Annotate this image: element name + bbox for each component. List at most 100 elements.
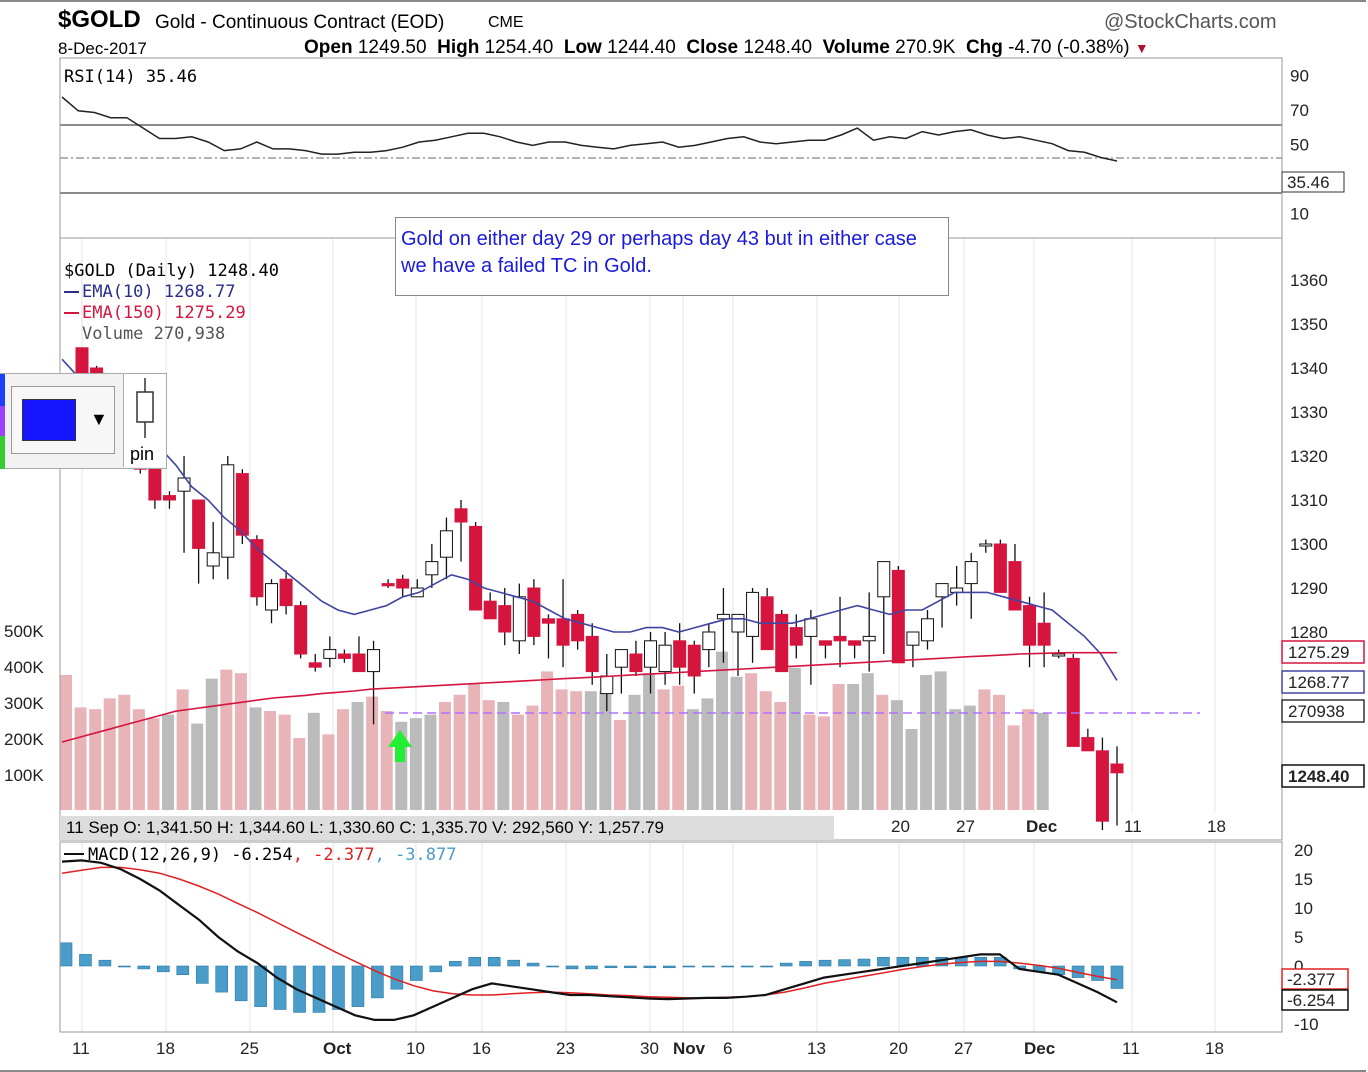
annotation-note[interactable]: Gold on either day 29 or perhaps day 43 …	[395, 217, 949, 296]
candle-body	[906, 631, 920, 646]
candle-body	[818, 640, 832, 646]
macd-hist-bar	[371, 965, 384, 999]
pin-label: pin	[130, 444, 155, 464]
candle-body	[527, 587, 541, 637]
macd-hist-bar	[195, 965, 209, 984]
macd-panel	[59, 859, 1124, 1022]
volume-bar	[715, 651, 728, 810]
volume-bar	[147, 718, 160, 810]
high-value: 1254.40	[484, 37, 554, 58]
volume-bar	[876, 694, 889, 810]
macd-hist-bar	[565, 965, 579, 970]
edge-color-green[interactable]	[0, 436, 5, 469]
volume-bar	[672, 685, 685, 810]
volume-bar	[788, 667, 801, 810]
candle-body	[920, 618, 934, 642]
macd-x-label: 11	[72, 1039, 90, 1058]
ema150-legend: EMA(150) 1275.29	[82, 303, 246, 323]
hover-status-bar: 11 Sep O: 1,341.50 H: 1,344.60 L: 1,330.…	[60, 816, 834, 840]
macd-x-label: 23	[556, 1039, 575, 1058]
price-x-label: Dec	[1026, 817, 1057, 836]
macd-tag-box	[1281, 989, 1349, 1011]
macd-hist-bar	[137, 965, 151, 970]
low-label: Low	[563, 37, 602, 58]
candle-body	[716, 613, 730, 620]
candle-body	[235, 473, 249, 536]
volume-bar	[745, 673, 758, 810]
volume-bar	[118, 694, 131, 810]
volume-bar	[701, 698, 714, 810]
macd-hist-bar	[877, 956, 890, 967]
macd-x-label: 27	[954, 1039, 973, 1058]
pin-toolbar[interactable]: ▼ pin	[0, 373, 167, 469]
volume-bar	[322, 734, 335, 810]
macd-hist-bar	[312, 965, 326, 1013]
rsi-tick: 90	[1290, 66, 1309, 85]
macd-hist-bar	[1110, 965, 1124, 989]
macd-hist-bar	[118, 965, 131, 968]
candle-body	[1008, 561, 1022, 611]
edge-color-blue[interactable]	[0, 374, 5, 407]
candle-body	[891, 569, 905, 664]
color-picker[interactable]: ▼	[11, 386, 115, 454]
volume-bar	[74, 707, 87, 810]
macd-tag-label: -2.377	[1287, 970, 1335, 989]
volume-bar	[599, 691, 612, 810]
price-tick: 1350	[1290, 315, 1328, 334]
volume-bar	[526, 705, 539, 810]
color-swatch[interactable]	[22, 399, 76, 441]
volume-bar	[934, 671, 947, 810]
volume-bar	[803, 714, 816, 810]
volume-bar	[963, 705, 976, 810]
volume-bar	[307, 712, 320, 810]
candle-body	[483, 600, 497, 620]
pin-icon	[136, 378, 154, 438]
volume-bar	[584, 691, 597, 810]
volume-bar	[220, 669, 233, 810]
macd-hist-bar	[468, 956, 482, 967]
volume-bar	[234, 673, 247, 810]
price-tick: 1330	[1290, 403, 1328, 422]
macd-legend-main: MACD(12,26,9) -6.254	[88, 845, 293, 865]
volume-label: Volume	[822, 37, 890, 58]
ema10-line	[61, 358, 1118, 681]
candle-body	[673, 640, 687, 668]
contract-name: Gold - Continuous Contract (EOD)	[155, 12, 445, 33]
volume-bar	[424, 714, 437, 810]
price-tag-label: 1268.77	[1288, 673, 1349, 692]
candle-body	[1110, 763, 1124, 774]
macd-tick: 15	[1294, 870, 1313, 889]
price-tag-box	[1281, 764, 1365, 788]
candle-body	[498, 605, 512, 633]
volume-tick: 400K	[4, 658, 44, 677]
pin-button[interactable]: pin	[123, 374, 166, 467]
candle-body	[789, 627, 803, 646]
macd-hist-bar	[157, 965, 170, 973]
macd-hist-bar	[546, 965, 559, 968]
macd-hist-bar	[740, 965, 754, 968]
candle-body	[585, 635, 599, 673]
volume-bar	[818, 716, 831, 810]
macd-hist-bar	[779, 962, 793, 967]
volume-bar	[949, 709, 962, 810]
candle-body	[614, 649, 628, 668]
candle-body	[512, 596, 526, 642]
price-tag-label: 1248.40	[1288, 767, 1349, 786]
open-value: 1249.50	[357, 37, 427, 58]
edge-color-purple[interactable]	[0, 406, 5, 439]
macd-hist-bar	[176, 965, 190, 975]
candle-body	[862, 635, 876, 642]
close-label: Close	[686, 37, 739, 58]
macd-signal-line	[61, 866, 1118, 999]
price-x-label: 27	[956, 817, 975, 836]
candle-body	[1081, 737, 1095, 752]
price-tag-box	[1281, 640, 1365, 664]
volume-bar	[643, 673, 656, 810]
macd-tick: 10	[1294, 899, 1313, 918]
chevron-down-icon[interactable]: ▼	[90, 409, 108, 429]
macd-tag-label: -6.254	[1287, 991, 1335, 1010]
brand-watermark[interactable]: @StockCharts.com	[1104, 11, 1277, 33]
macd-hist-bar	[98, 959, 112, 967]
volume-bar	[613, 720, 626, 810]
